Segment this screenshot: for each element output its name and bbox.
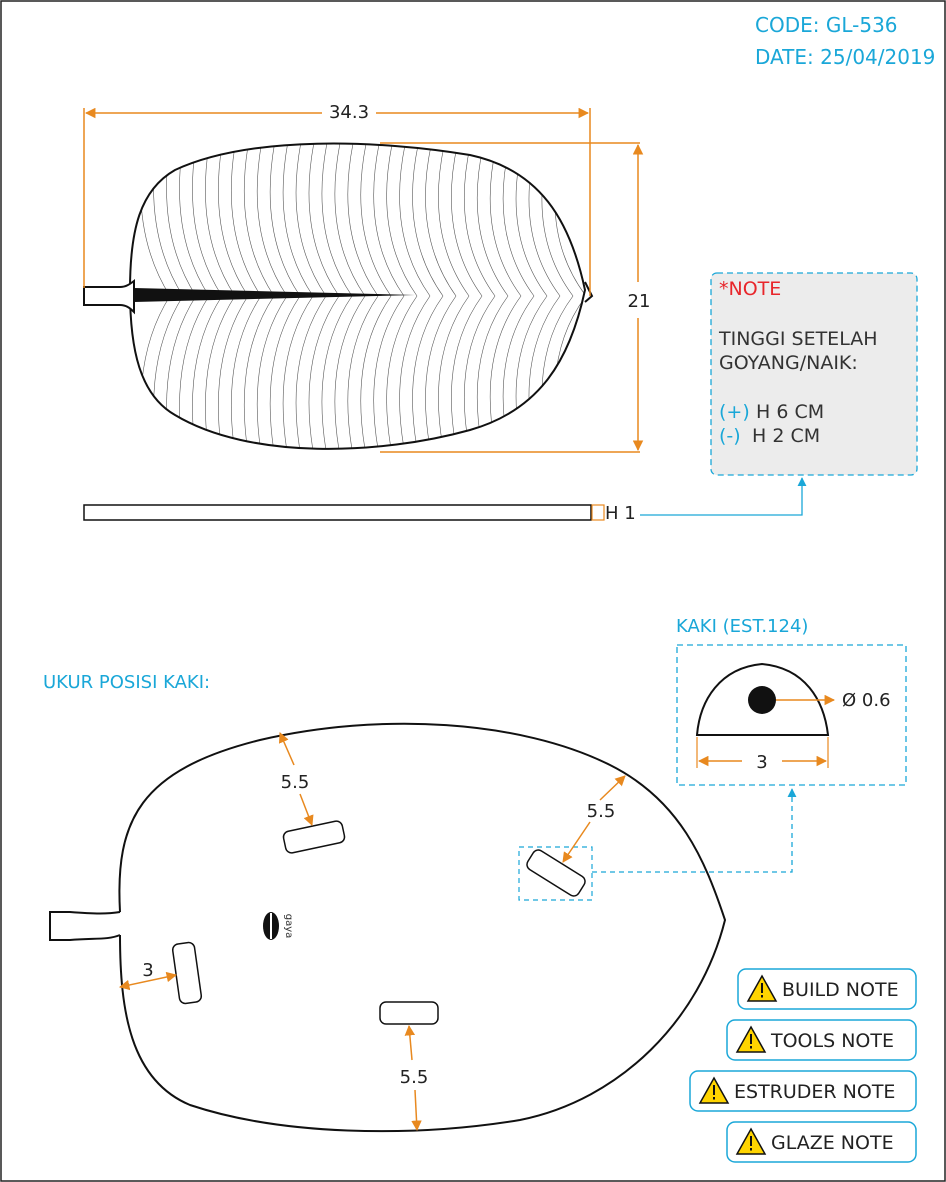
leaf-vein bbox=[308, 295, 340, 449]
leaf-vein bbox=[166, 143, 197, 297]
leaf-vein bbox=[179, 295, 210, 449]
leaf-vein bbox=[373, 143, 405, 297]
leaf-vein bbox=[166, 295, 197, 449]
leaf-vein bbox=[282, 143, 314, 297]
leaf-vein bbox=[205, 295, 236, 449]
leaf-vein bbox=[244, 143, 275, 297]
note-box: *NOTE TINGGI SETELAH GOYANG/NAIK: (+) H … bbox=[710, 272, 918, 476]
leaf-vein bbox=[192, 295, 223, 449]
note-minus-sign: (-) bbox=[719, 425, 741, 447]
estruder-note-label: ESTRUDER NOTE bbox=[734, 1081, 895, 1103]
leaf-vein bbox=[438, 295, 470, 449]
leaf-vein bbox=[334, 143, 366, 297]
leaf-vein bbox=[425, 143, 457, 297]
side-view: H 1 bbox=[83, 477, 807, 524]
foot-pad-top-left bbox=[282, 820, 346, 854]
note-title: *NOTE bbox=[719, 278, 781, 300]
tools-note-button[interactable]: TOOLS NOTE bbox=[726, 1019, 917, 1061]
leaf-vein bbox=[412, 143, 444, 297]
leaf-vein bbox=[282, 295, 314, 449]
foot-pad-left bbox=[171, 941, 203, 1005]
build-note-label: BUILD NOTE bbox=[782, 979, 899, 1001]
glaze-note-button[interactable]: GLAZE NOTE bbox=[726, 1121, 917, 1163]
foot-diameter-label: Ø 0.6 bbox=[842, 690, 891, 711]
leaf-vein bbox=[541, 143, 574, 297]
width-dimension-label: 34.3 bbox=[329, 102, 369, 123]
leaf-vein bbox=[256, 143, 288, 297]
height-dimension: 21 bbox=[380, 142, 651, 453]
leaf-stem bbox=[83, 279, 135, 315]
leaf-stem-bottom bbox=[49, 911, 121, 941]
note-line-1: TINGGI SETELAH bbox=[718, 328, 878, 350]
tools-note-label: TOOLS NOTE bbox=[770, 1030, 894, 1052]
estruder-note-button[interactable]: ESTRUDER NOTE bbox=[689, 1070, 917, 1112]
leaf-vein bbox=[334, 295, 366, 449]
height-dimension-label: 21 bbox=[628, 291, 651, 312]
thickness-label: H 1 bbox=[605, 503, 636, 524]
leaf-top-view bbox=[83, 142, 594, 450]
leaf-vein bbox=[373, 295, 405, 449]
leaf-vein bbox=[295, 143, 327, 297]
drawing-date: DATE: 25/04/2019 bbox=[755, 45, 935, 69]
leaf-vein bbox=[360, 143, 392, 297]
bottom-distance-label: 5.5 bbox=[400, 1067, 429, 1088]
leaf-vein bbox=[412, 295, 444, 449]
leaf-vein bbox=[321, 143, 353, 297]
foot-title: KAKI (EST.124) bbox=[676, 616, 808, 637]
warning-icon bbox=[735, 1127, 767, 1155]
leaf-vein bbox=[360, 295, 392, 449]
foot-pad-bottom bbox=[379, 1001, 439, 1025]
leaf-vein bbox=[347, 295, 379, 449]
leaf-vein bbox=[567, 143, 585, 297]
note-plus-sign: (+) bbox=[719, 401, 750, 423]
leaf-midrib bbox=[134, 288, 415, 302]
warning-icon bbox=[735, 1025, 767, 1053]
warning-icon bbox=[746, 974, 778, 1002]
leaf-vein bbox=[347, 143, 379, 297]
gaya-logo-icon: gaya bbox=[263, 912, 294, 940]
glaze-note-label: GLAZE NOTE bbox=[771, 1132, 894, 1154]
leaf-vein bbox=[425, 295, 457, 449]
leaf-vein bbox=[140, 143, 171, 297]
leaf-vein bbox=[153, 143, 184, 297]
leaf-vein bbox=[269, 295, 301, 449]
foot-detail: KAKI (EST.124) Ø 0.6 3 bbox=[592, 616, 907, 873]
width-dimension: 34.3 bbox=[83, 102, 591, 296]
leaf-vein bbox=[308, 143, 340, 297]
leaf-vein bbox=[386, 143, 418, 297]
leaf-vein bbox=[218, 295, 249, 449]
leaf-bottom-view: 5.5 5.5 5.5 3 gaya bbox=[49, 722, 727, 1133]
leaf-vein bbox=[179, 143, 210, 297]
foot-hole bbox=[748, 686, 776, 714]
leaf-vein bbox=[567, 295, 585, 449]
note-line-2: GOYANG/NAIK: bbox=[719, 352, 858, 374]
drawing-code: CODE: GL-536 bbox=[755, 13, 898, 37]
leaf-vein bbox=[269, 143, 301, 297]
warning-icon bbox=[698, 1076, 730, 1104]
logo-text: gaya bbox=[283, 914, 294, 939]
note-plus-text: H 6 CM bbox=[756, 401, 824, 423]
leaf-vein bbox=[438, 143, 470, 297]
leaf-vein bbox=[153, 295, 184, 449]
note-minus-text: H 2 CM bbox=[752, 425, 820, 447]
leaf-vein bbox=[554, 295, 585, 449]
foot-width-label: 3 bbox=[756, 752, 767, 773]
top-left-distance-label: 5.5 bbox=[281, 772, 310, 793]
foot-pad-top-right bbox=[526, 849, 586, 897]
top-right-distance-label: 5.5 bbox=[587, 801, 616, 822]
left-distance-label: 3 bbox=[142, 960, 153, 981]
build-note-button[interactable]: BUILD NOTE bbox=[737, 968, 917, 1010]
leaf-vein bbox=[399, 143, 431, 297]
leaf-vein bbox=[321, 295, 353, 449]
plate-side-profile bbox=[83, 504, 592, 521]
positions-title: UKUR POSISI KAKI: bbox=[43, 672, 210, 693]
leaf-vein bbox=[541, 295, 574, 449]
leaf-vein bbox=[231, 143, 262, 297]
leaf-vein bbox=[295, 295, 327, 449]
